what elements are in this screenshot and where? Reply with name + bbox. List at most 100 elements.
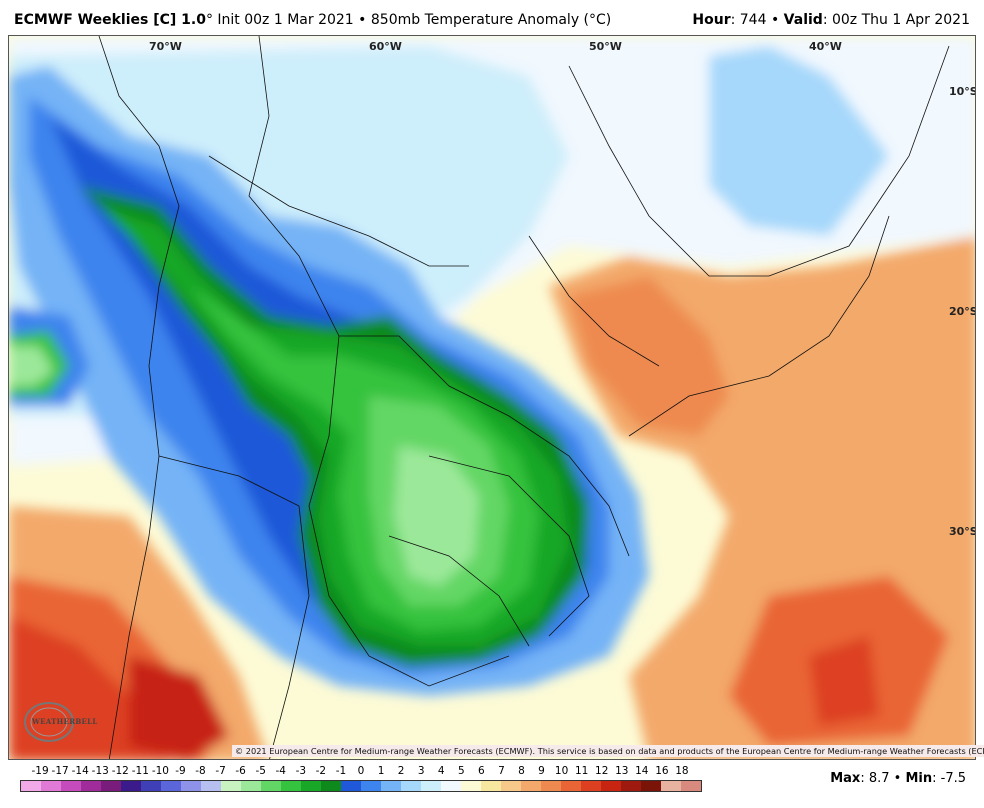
product-name: 850mb Temperature Anomaly (°C): [370, 12, 612, 28]
colorbar-cell: [521, 781, 541, 791]
anomaly-map: 70°W 60°W 50°W 40°W 10°S 20°S 30°S: [8, 35, 976, 760]
colorbar-tick-label: 1: [377, 765, 385, 777]
colorbar-cell: [201, 781, 221, 791]
colorbar-tick-label: -8: [195, 765, 206, 777]
colorbar-cell: [361, 781, 381, 791]
colorbar-tick-label: 11: [574, 765, 589, 777]
copyright-notice: © 2021 European Centre for Medium-range …: [232, 745, 984, 757]
colorbar-tick-label: 16: [655, 765, 669, 777]
colorbar-tick-label: -19: [31, 765, 49, 777]
colorbar-cell: [541, 781, 561, 791]
max-value: : 8.7: [860, 771, 890, 786]
colorbar-cell: [181, 781, 201, 791]
title-separator: •: [353, 12, 371, 28]
colorbar-cell: [681, 781, 701, 791]
colorbar-tick-label: 6: [478, 765, 485, 777]
colorbar-cell: [461, 781, 481, 791]
colorbar-tick-label: 9: [538, 765, 545, 777]
colorbar-cell: [41, 781, 61, 791]
colorbar-cell: [501, 781, 521, 791]
colorbar-tick-label: -10: [151, 765, 169, 777]
colorbar-cell: [281, 781, 301, 791]
colorbar-tick-label: -5: [255, 765, 266, 777]
colorbar-tick-label: -13: [91, 765, 109, 777]
valid-label: Valid: [783, 12, 823, 28]
min-value: : -7.5: [932, 771, 966, 786]
lon-label-70w: 70°W: [149, 40, 182, 53]
colorbar-tick-label: 10: [554, 765, 569, 777]
colorbar-cell: [621, 781, 641, 791]
max-min-readout: Max: 8.7 • Min: -7.5: [830, 771, 966, 786]
lat-label-10s: 10°S: [949, 85, 976, 98]
colorbar-cell: [381, 781, 401, 791]
colorbar-tick-label: -1: [335, 765, 347, 777]
colorbar-tick-label: -3: [295, 765, 307, 777]
colorbar-cell: [81, 781, 101, 791]
colorbar-cell: [241, 781, 261, 791]
colorbar-cell: [121, 781, 141, 791]
info-separator: •: [766, 12, 784, 28]
colorbar-tick-label: -17: [51, 765, 69, 777]
colorbar-cell: [441, 781, 461, 791]
colorbar-tick-label: -7: [215, 765, 226, 777]
init-time: Init 00z 1 Mar 2021: [212, 12, 354, 28]
weatherbell-logo-icon: [24, 702, 74, 742]
colorbar-tick-label: -9: [175, 765, 186, 777]
colorbar-tick-label: 12: [595, 765, 609, 777]
hour-value: : 744: [730, 12, 767, 28]
lon-label-60w: 60°W: [369, 40, 402, 53]
colorbar-cell: [141, 781, 161, 791]
valid-value: : 00z Thu 1 Apr 2021: [822, 12, 970, 28]
lat-label-30s: 30°S: [949, 525, 976, 538]
valid-time-info: Hour: 744 • Valid: 00z Thu 1 Apr 2021: [692, 12, 970, 28]
model-name: ECMWF Weeklies [C] 1.0: [14, 12, 206, 28]
min-label: Min: [905, 771, 933, 786]
colorbar-cell: [341, 781, 361, 791]
colorbar-tick-label: -12: [111, 765, 129, 777]
colorbar-tick-label: 0: [357, 765, 365, 777]
colorbar: [20, 780, 702, 792]
colorbar-tick-label: 18: [675, 765, 689, 777]
colorbar-tick-label: 8: [518, 765, 525, 777]
colorbar-tick-label: 4: [437, 765, 445, 777]
colorbar-cell: [261, 781, 281, 791]
lat-label-20s: 20°S: [949, 305, 976, 318]
colorbar-cell: [221, 781, 241, 791]
colorbar-tick-label: 5: [457, 765, 465, 777]
colorbar-cell: [161, 781, 181, 791]
lon-label-50w: 50°W: [589, 40, 622, 53]
colorbar-cell: [581, 781, 601, 791]
anomaly-field: [9, 36, 975, 759]
hour-label: Hour: [692, 12, 731, 28]
colorbar-tick-label: 14: [635, 765, 649, 777]
colorbar-cell: [601, 781, 621, 791]
degree-mark: °: [205, 12, 213, 28]
colorbar-ticks: -19 -17 -14 -13 -12 -11 -10 -9 -8 -7 -6 -5 -4 -3 -2 -1 0…: [20, 765, 704, 779]
colorbar-cell: [61, 781, 81, 791]
colorbar-tick-label: 3: [417, 765, 425, 777]
readout-separator: •: [889, 771, 906, 786]
colorbar-cell: [481, 781, 501, 791]
colorbar-cell: [401, 781, 421, 791]
colorbar-tick-label: 13: [615, 765, 629, 777]
colorbar-cell: [641, 781, 661, 791]
colorbar-cell: [661, 781, 681, 791]
colorbar-cell: [301, 781, 321, 791]
max-label: Max: [830, 771, 861, 786]
colorbar-cell: [21, 781, 41, 791]
border-lines: [98, 36, 950, 759]
colorbar-cell: [321, 781, 341, 791]
colorbar-tick-label: 2: [397, 765, 405, 777]
colorbar-cell: [101, 781, 121, 791]
colorbar-tick-label: -4: [275, 765, 286, 777]
colorbar-cell: [561, 781, 581, 791]
colorbar-tick-label: -11: [131, 765, 149, 777]
map-canvas: [9, 36, 975, 759]
lon-label-40w: 40°W: [809, 40, 842, 53]
colorbar-tick-label: -6: [235, 765, 246, 777]
logo-text: WEATHERBELL: [32, 717, 98, 726]
colorbar-tick-label: 7: [498, 765, 505, 777]
colorbar-cell: [421, 781, 441, 791]
map-title: ECMWF Weeklies [C] 1.0° Init 00z 1 Mar 2…: [14, 12, 611, 28]
colorbar-tick-label: -14: [71, 765, 89, 777]
